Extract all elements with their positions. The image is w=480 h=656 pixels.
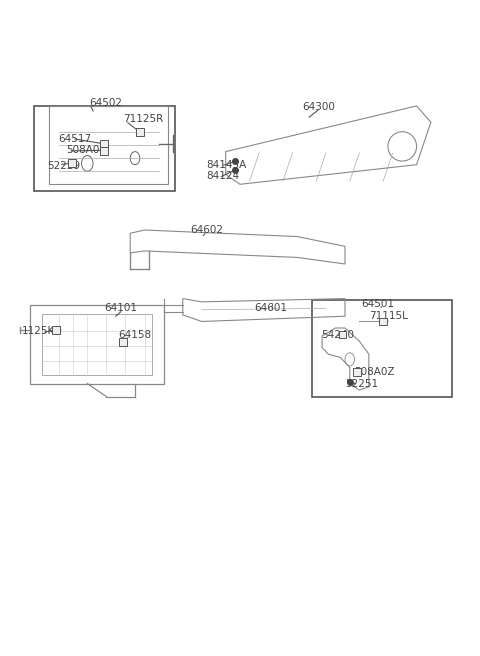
Text: 71115L: 71115L — [369, 311, 408, 321]
Bar — [312, 300, 452, 397]
Text: 64517: 64517 — [59, 134, 92, 144]
Bar — [353, 369, 361, 377]
Bar — [119, 338, 127, 346]
Bar — [379, 318, 387, 325]
Bar — [100, 147, 108, 155]
Bar — [100, 140, 108, 148]
Bar — [52, 326, 60, 334]
Text: 508A0: 508A0 — [66, 145, 99, 155]
Text: 52251: 52251 — [345, 379, 378, 388]
Text: 64601: 64601 — [254, 304, 288, 314]
Text: 508A0Z: 508A0Z — [355, 367, 395, 377]
Text: 64502: 64502 — [90, 98, 123, 108]
Text: 52229: 52229 — [47, 161, 80, 171]
Text: 64158: 64158 — [118, 329, 151, 340]
Text: 54240: 54240 — [321, 329, 354, 340]
Text: 71125R: 71125R — [123, 114, 163, 124]
Text: 64300: 64300 — [302, 102, 335, 112]
Text: 64501: 64501 — [362, 299, 395, 309]
Bar — [30, 305, 164, 384]
Bar — [42, 314, 152, 375]
Bar — [339, 331, 347, 338]
Text: 64101: 64101 — [104, 304, 137, 314]
Bar — [34, 106, 175, 191]
Text: 84124: 84124 — [206, 171, 240, 182]
Bar — [136, 128, 144, 136]
Text: 84145A: 84145A — [206, 159, 247, 170]
Text: 1125KO: 1125KO — [22, 326, 62, 337]
Bar — [68, 159, 76, 167]
Text: 64602: 64602 — [190, 225, 223, 235]
